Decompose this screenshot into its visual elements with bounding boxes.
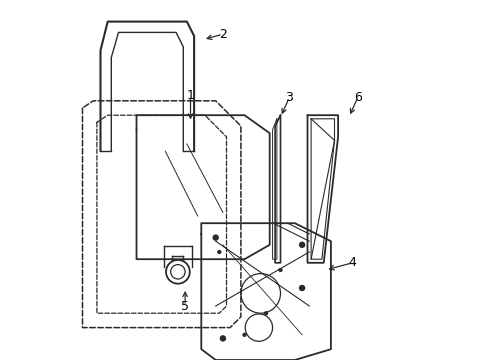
Circle shape bbox=[220, 336, 225, 341]
Circle shape bbox=[299, 285, 304, 291]
Circle shape bbox=[218, 251, 220, 253]
Circle shape bbox=[264, 312, 267, 315]
Text: 3: 3 bbox=[285, 91, 293, 104]
Circle shape bbox=[243, 333, 245, 336]
Circle shape bbox=[279, 269, 282, 271]
Circle shape bbox=[299, 242, 304, 247]
Text: 4: 4 bbox=[348, 256, 356, 269]
Text: 1: 1 bbox=[186, 89, 194, 102]
Circle shape bbox=[213, 235, 218, 240]
Text: 5: 5 bbox=[181, 300, 189, 312]
Text: 6: 6 bbox=[353, 91, 361, 104]
Text: 2: 2 bbox=[219, 28, 226, 41]
